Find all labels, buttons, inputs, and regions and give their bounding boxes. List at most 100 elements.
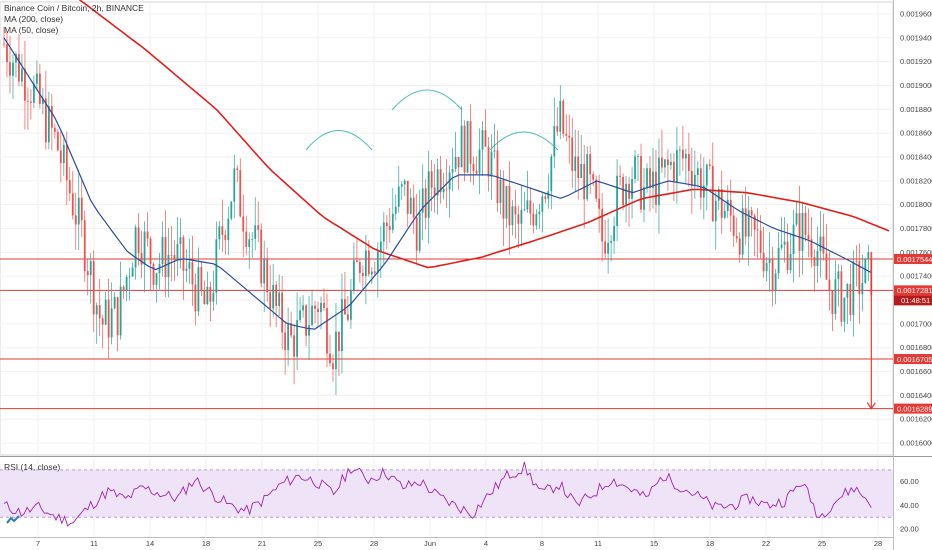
candle-body [831,290,834,314]
candle-body [541,196,544,212]
candle-body [613,225,616,242]
candle-body [350,290,352,320]
candle-body [780,244,783,248]
candle-body [38,73,41,104]
candle-body [550,156,553,192]
candle-body [221,226,224,235]
candle-body [714,200,717,222]
rsi-band [0,469,893,518]
candle-body [601,208,604,242]
candle-body [523,209,526,211]
candle-body [442,188,445,193]
candle-body [696,168,699,175]
candle-body [128,276,131,278]
candle-body [293,335,295,357]
candle-body [574,156,577,171]
candle-body [750,210,753,216]
candle-body [376,251,379,274]
y-tick-label: 0.0017000 [900,319,932,328]
candle-body [732,215,735,236]
y-tick-label: 0.0018000 [900,200,932,209]
candle-body [194,284,197,312]
candle-body [305,305,307,336]
candle-body [272,284,275,309]
candle-body [849,283,852,315]
level-badge [894,403,932,414]
candle-body [720,189,723,218]
candle-body [610,241,613,243]
candle-body [568,135,571,138]
level-badge-label: 0.0017281 [897,286,932,295]
candle-body [424,188,427,218]
candle-body [134,227,137,268]
candle-body [59,150,62,164]
candle-body [502,179,505,219]
candle-body [323,302,325,309]
x-tick-label: 14 [146,539,154,548]
candle-body [786,241,789,271]
candle-body [77,197,80,225]
candle-body [589,154,592,175]
candle-body [783,241,786,245]
candle-body [275,284,278,306]
level-badge [894,354,932,365]
candle-body [661,157,663,168]
candle-body [356,260,358,263]
candle-body [188,262,191,269]
candle-body [571,137,574,171]
candle-body [266,258,269,293]
candle-body [475,170,478,174]
candle-body [487,146,490,177]
candle-body [490,151,493,177]
countdown-badge [894,295,932,306]
y-tick-label: 0.0019400 [900,33,932,42]
candle-body [358,262,361,273]
candle-body [373,271,376,274]
y-tick-label: 0.0018800 [900,105,932,114]
candle-body [520,209,523,224]
candle-body [257,225,260,230]
candle-body [595,179,598,199]
candle-body [412,197,415,218]
candle-body [21,68,23,82]
candle-body [209,286,212,302]
ma200-line [78,0,890,269]
candle-body [514,206,517,215]
candle-body [185,268,188,271]
x-tick-label: 11 [594,539,602,548]
candle-body [505,186,508,219]
candle-body [649,168,651,188]
candle-body [179,237,182,245]
candle-body [263,258,266,284]
candle-body [320,302,322,313]
candle-body [344,299,346,315]
candle-body [236,168,239,171]
candle-body [436,169,439,196]
candle-body [233,168,236,202]
candle-body [308,325,310,336]
candle-body [86,271,89,275]
candle-body [421,188,424,213]
candle-body [457,157,460,168]
candle-body [607,242,610,254]
y-tick-label: 0.0016600 [900,367,932,376]
candle-body [406,180,409,214]
y-tick-label: 0.0017600 [900,248,932,257]
candle-body [439,169,442,193]
x-tick-label: 22 [762,539,770,548]
candle-body [409,197,412,214]
candle-body [200,267,203,291]
candle-body [586,154,589,200]
candle-body [299,310,301,321]
candle-body [400,184,403,187]
level-badge-label: 0.0016289 [897,404,932,413]
candle-body [768,259,771,263]
candle-body [774,273,777,291]
candle-body [726,199,729,211]
candle-body [741,208,744,255]
x-tick-label: 18 [706,539,714,548]
candle-body [478,149,481,174]
candle-body [463,125,466,173]
candle-body [819,236,822,252]
